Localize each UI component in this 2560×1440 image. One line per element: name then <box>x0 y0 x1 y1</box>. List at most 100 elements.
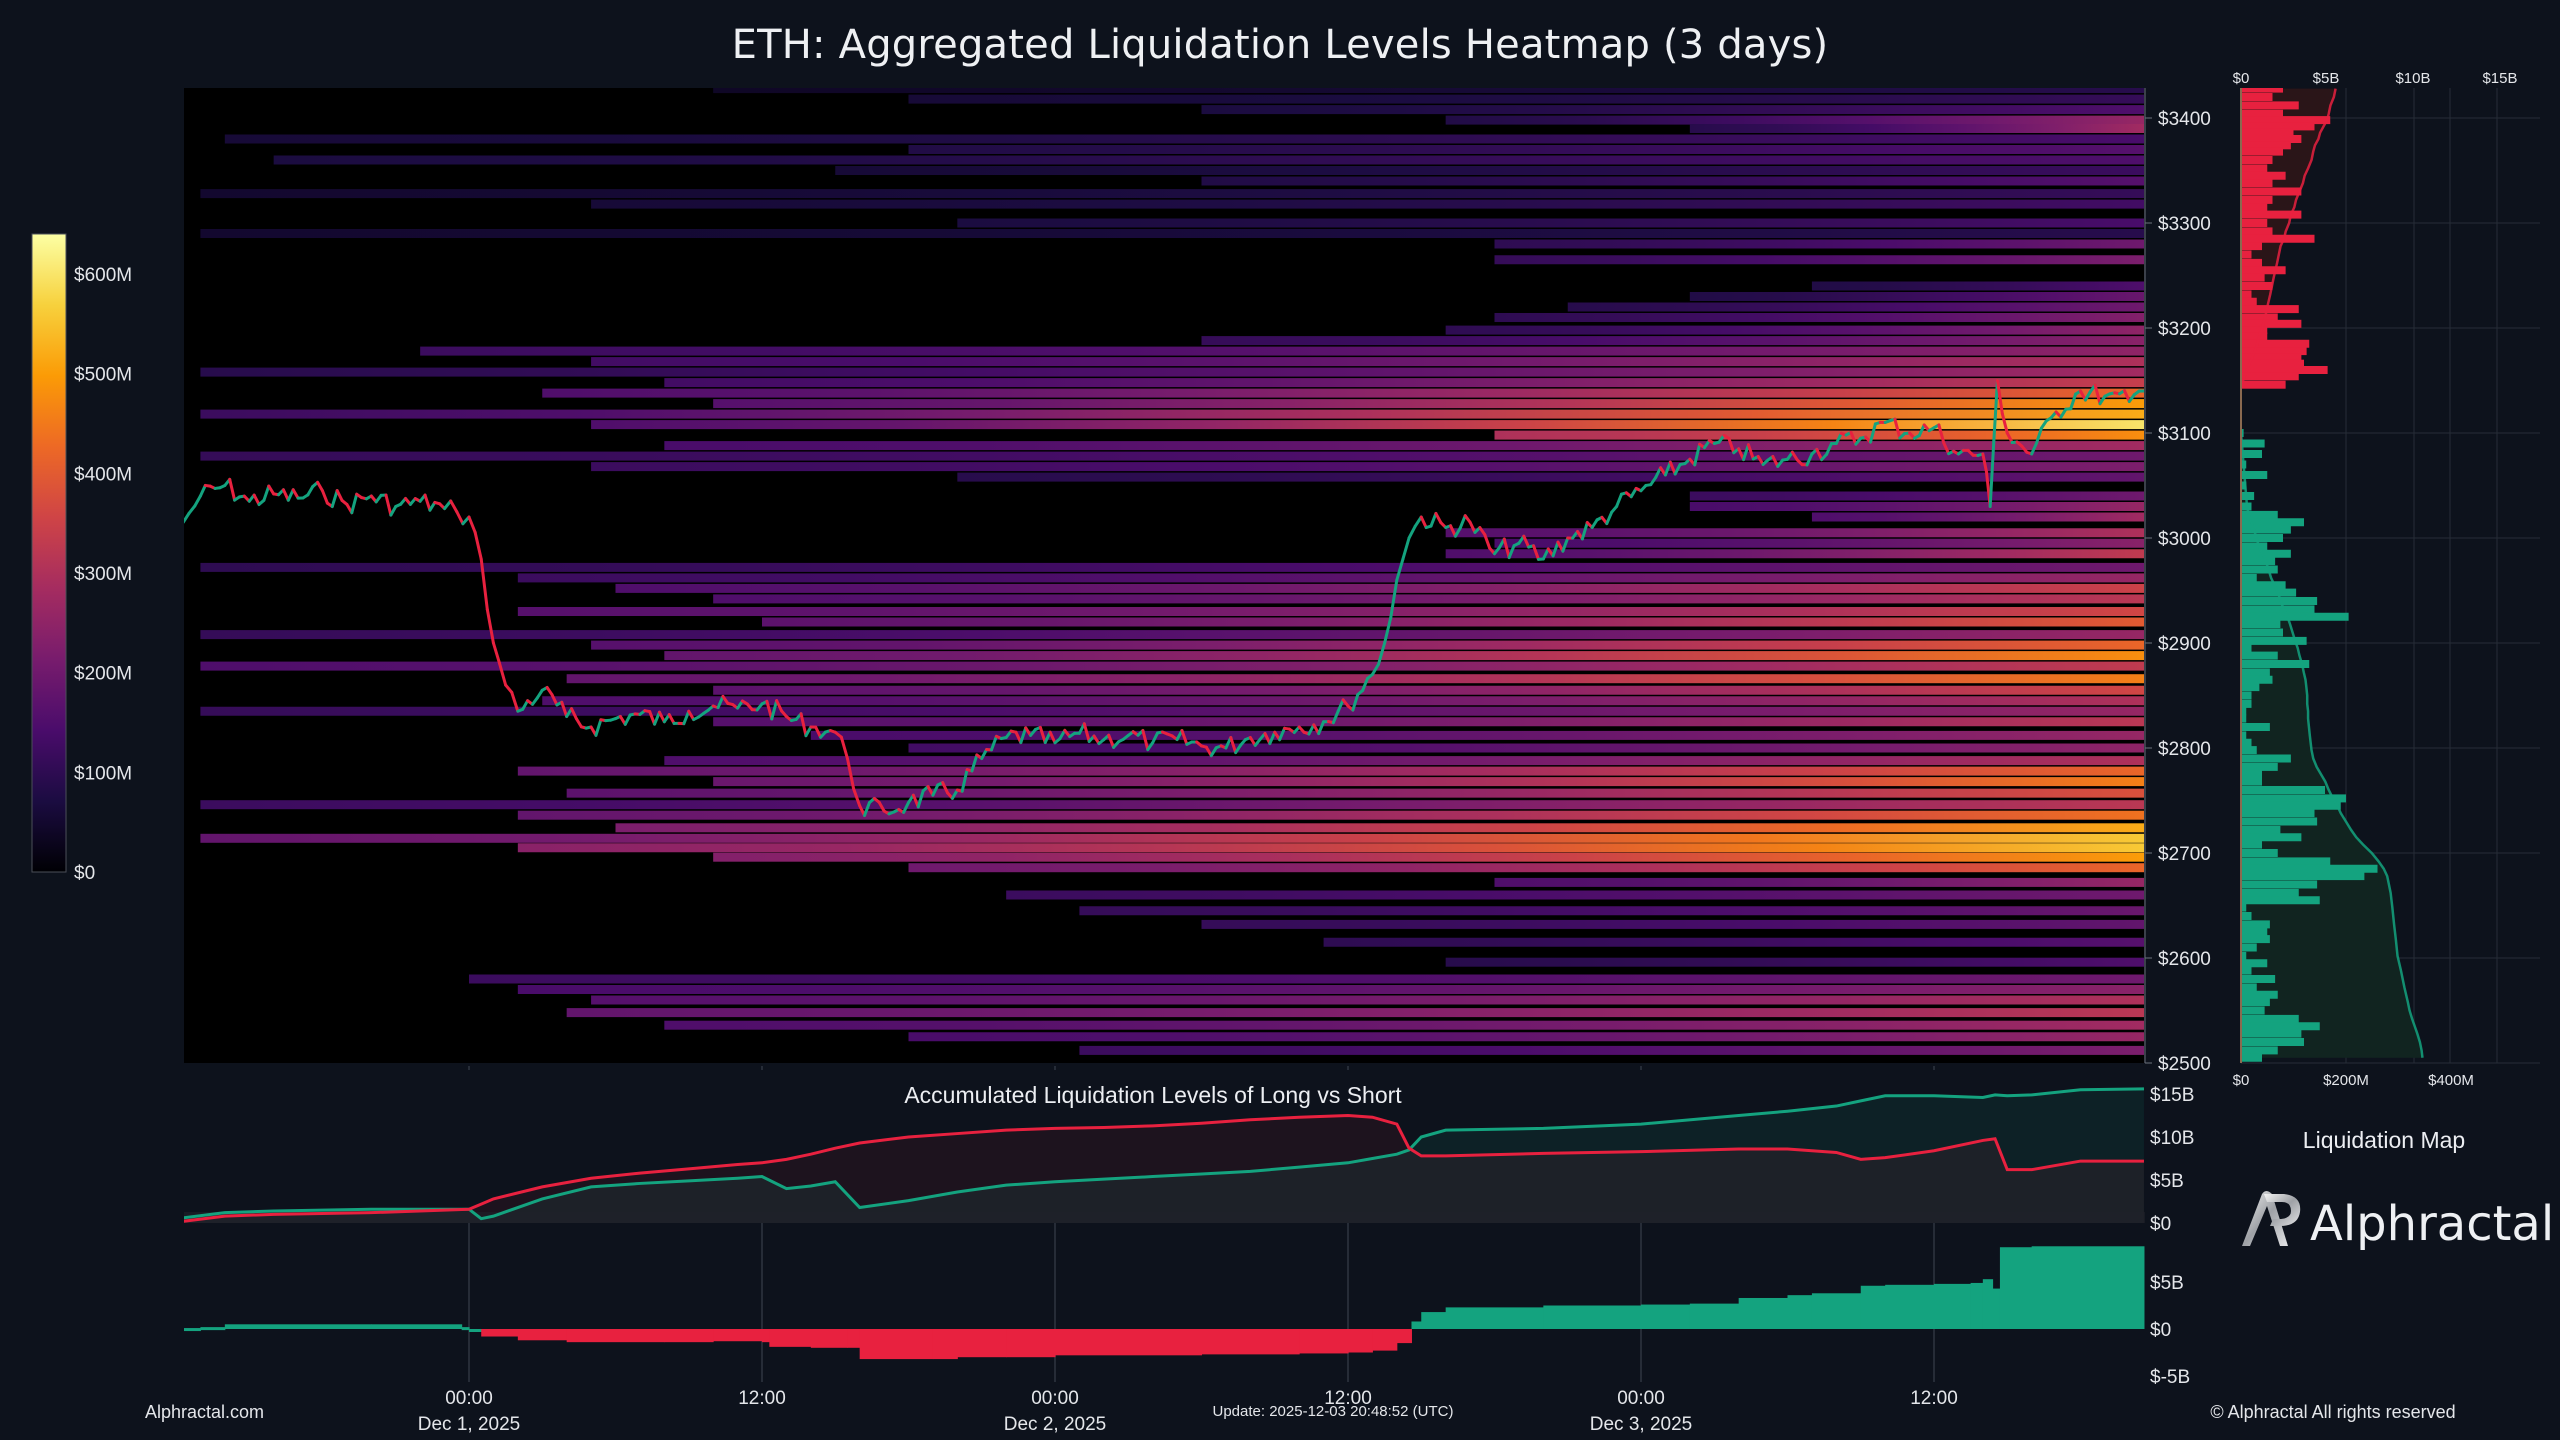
net-bar <box>517 1329 568 1341</box>
colorbar-tick-label: $200M <box>74 664 132 685</box>
liquidation-map-histogram[interactable]: $0 $5B $10B $15B $0 $200M $400M Liquidation Ma… <box>2233 70 2540 1153</box>
net-y-axis: $5B $0 $-5B <box>2150 1273 2190 1388</box>
liquidation-bar <box>2241 770 2262 779</box>
liquidation-bar <box>2241 234 2315 243</box>
price-axis-label: $2800 <box>2158 739 2211 760</box>
liquidation-bar <box>2241 203 2268 212</box>
price-axis-label: $2500 <box>2158 1054 2211 1075</box>
liquidation-bar <box>2241 597 2318 605</box>
liquidation-bar <box>2241 210 2302 219</box>
site-url[interactable]: Alphractal.com <box>145 1402 264 1422</box>
liquidation-bar <box>2241 588 2297 597</box>
accumulated-long-short-chart[interactable]: Accumulated Liquidation Levels of Long v… <box>183 1070 2194 1235</box>
liquidation-bar <box>2241 1038 2304 1046</box>
histogram-bottom-axis-label: $400M <box>2428 1072 2474 1089</box>
net-long-short-chart[interactable]: $5B $0 $-5B <box>183 1246 2190 1388</box>
liquidation-bar <box>2241 660 2310 668</box>
liquidation-bar <box>2241 242 2262 251</box>
heat-band <box>591 995 2145 1005</box>
liquidation-bar <box>2241 290 2252 299</box>
net-bar <box>769 1329 812 1347</box>
update-timestamp: Update: 2025-12-03 20:48:52 (UTC) <box>1213 1403 1454 1420</box>
net-bar <box>2031 1246 2145 1329</box>
liquidation-bar <box>2241 266 2286 275</box>
heat-band <box>1445 957 2145 967</box>
heat-band <box>1079 1045 2145 1055</box>
liquidation-bar <box>2241 258 2262 267</box>
liquidation-bar <box>2241 628 2283 637</box>
liquidation-bar <box>2241 691 2252 700</box>
heat-band <box>1201 336 2145 346</box>
liquidation-bar <box>2241 605 2315 614</box>
liquidation-bar <box>2241 135 2302 143</box>
liquidation-bar <box>2241 825 2281 834</box>
histogram-cumulative-line <box>2241 88 2424 1058</box>
colorbar-tick-label: $300M <box>74 564 132 585</box>
liquidation-bar <box>2241 101 2299 110</box>
liquidation-bar <box>2241 675 2273 684</box>
liquidation-bar <box>2241 777 2262 786</box>
heat-band <box>615 823 2145 833</box>
liquidation-bar <box>2241 794 2346 803</box>
heat-band <box>713 685 2145 695</box>
accumulated-line-long <box>184 1087 2145 1221</box>
net-bar <box>1689 1303 1740 1329</box>
liquidation-bar <box>2241 542 2268 551</box>
net-bar <box>1372 1329 1398 1351</box>
heat-band <box>1494 538 2145 548</box>
liquidation-bar <box>2241 250 2252 259</box>
heat-band <box>200 630 2145 640</box>
time-axis-label: 12:00 <box>738 1388 786 1409</box>
heat-band <box>200 706 2145 716</box>
liquidation-bar <box>2241 219 2268 227</box>
heat-band <box>517 810 2145 820</box>
liquidation-bar <box>2241 565 2278 574</box>
liquidation-bar <box>2241 849 2278 857</box>
histogram-top-axis-label: $0 <box>2233 70 2250 87</box>
heat-band <box>908 743 2145 753</box>
heat-band <box>1689 124 2145 133</box>
liquidation-bar <box>2241 128 2294 137</box>
net-bar <box>810 1329 848 1348</box>
heat-band <box>762 617 2145 627</box>
net-bar <box>847 1329 861 1348</box>
net-bar <box>469 1329 482 1332</box>
heat-band <box>615 583 2145 593</box>
heat-band <box>517 573 2145 583</box>
heat-band <box>517 607 2145 616</box>
liquidation-bar <box>2241 534 2283 542</box>
liquidation-bar <box>2241 612 2349 621</box>
accumulated-title: Accumulated Liquidation Levels of Long v… <box>904 1082 1402 1108</box>
net-bar <box>713 1329 763 1342</box>
time-axis-label: 00:00 <box>1031 1388 1079 1409</box>
accumulated-background <box>184 1070 2145 1223</box>
net-bar <box>1396 1329 1412 1344</box>
heat-band <box>1811 512 2145 522</box>
alphractal-ap-logo-icon <box>2242 1191 2301 1246</box>
heat-band <box>420 346 2145 356</box>
heat-band <box>1201 919 2145 929</box>
liquidation-bar <box>2241 809 2315 818</box>
heat-band <box>713 852 2145 862</box>
heatmap-plot[interactable]: $3400 $3300 $3200 $3100 $3000 $2900 $2800 $2700… <box>183 84 2211 1075</box>
heat-band <box>566 1008 2145 1018</box>
heat-band <box>200 833 2145 843</box>
net-bar <box>200 1327 226 1331</box>
heat-band <box>664 756 2145 766</box>
net-bar <box>1934 1283 1972 1329</box>
liquidation-bar <box>2241 959 2268 968</box>
histogram-bottom-axis-label: $0 <box>2233 1072 2250 1089</box>
liquidation-bar <box>2241 920 2270 929</box>
price-axis-label: $3200 <box>2158 319 2211 340</box>
colorbar-tick-label: $100M <box>74 763 132 784</box>
liquidation-bar <box>2241 951 2247 960</box>
liquidation-bar <box>2241 187 2302 196</box>
liquidation-bar <box>2241 801 2341 810</box>
heat-band <box>200 562 2145 572</box>
accumulated-series <box>184 1087 2145 1223</box>
liquidation-bar <box>2241 353 2302 362</box>
colorbar-labels: $600M $500M $400M $300M $200M $100M $0 <box>74 265 132 884</box>
liquidation-bar <box>2241 282 2273 290</box>
liquidation-bar <box>2241 481 2247 490</box>
